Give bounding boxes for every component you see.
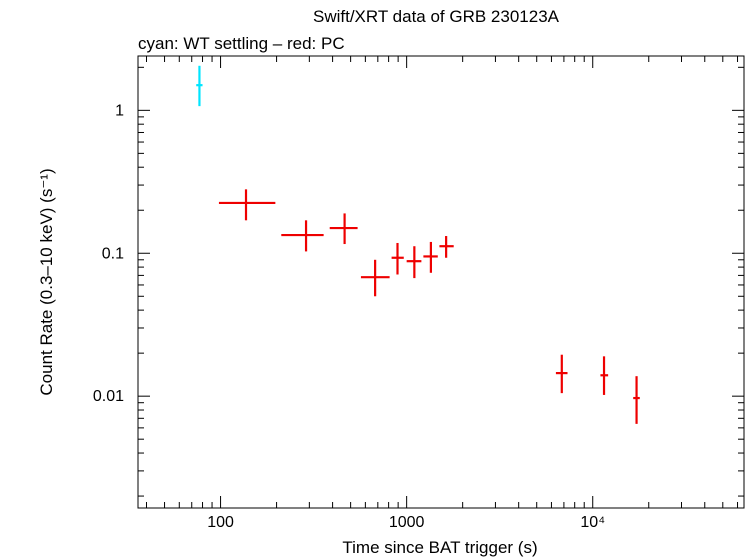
axes: 100 1000 10⁴ 0.01 0.1 1 [93, 55, 745, 531]
chart-title: Swift/XRT data of GRB 230123A [313, 7, 560, 26]
data-point [633, 376, 640, 424]
data-layer [196, 65, 640, 424]
data-point [439, 236, 454, 258]
x-tick-label: 10⁴ [580, 514, 605, 531]
data-point [600, 356, 609, 395]
y-tick-label: 0.1 [102, 245, 124, 262]
x-axis-label: Time since BAT trigger (s) [342, 538, 537, 557]
data-point [423, 241, 438, 273]
x-tick-label: 1000 [389, 514, 425, 531]
series-wt-settling [196, 65, 203, 107]
data-point [555, 354, 568, 394]
x-tick-label: 100 [207, 514, 234, 531]
data-point [406, 246, 422, 279]
y-tick-label: 0.01 [93, 388, 124, 405]
data-point [391, 242, 404, 275]
data-point [196, 65, 203, 107]
data-point [281, 220, 324, 252]
series-pc [218, 189, 640, 424]
data-point [218, 189, 276, 221]
chart-subtitle: cyan: WT settling – red: PC [138, 34, 345, 53]
data-point [329, 213, 358, 245]
y-axis-label: Count Rate (0.3–10 keV) (s⁻¹) [37, 168, 56, 395]
y-tick-label: 1 [115, 102, 124, 119]
data-point [360, 259, 390, 297]
plot-frame [137, 55, 745, 509]
